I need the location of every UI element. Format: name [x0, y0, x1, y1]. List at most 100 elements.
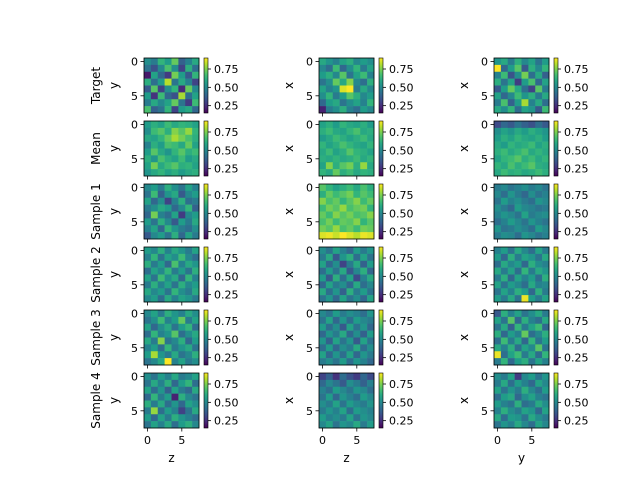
heatmap-cell — [346, 316, 354, 325]
heatmap-cell — [507, 184, 515, 192]
heatmap-cell — [521, 64, 529, 73]
heatmap-cell — [319, 211, 327, 219]
heatmap-cell — [325, 274, 334, 282]
y-tick-label: 0 — [306, 244, 313, 257]
heatmap-cell — [360, 106, 368, 114]
heatmap-cell — [367, 310, 375, 318]
heatmap-cell — [157, 407, 165, 415]
y-tick-label: 0 — [481, 244, 488, 257]
heatmap-cell — [185, 414, 193, 422]
heatmap-cell — [353, 141, 361, 149]
heatmap-cell — [542, 253, 550, 262]
x-tick-label: 5 — [353, 434, 360, 447]
heatmap-cell — [535, 337, 543, 345]
heatmap-cell — [360, 253, 368, 262]
heatmap-cell — [332, 155, 340, 163]
heatmap-cell — [319, 316, 327, 325]
heatmap-cell — [494, 218, 502, 226]
heatmap-cell — [542, 323, 550, 331]
heatmap-cell — [332, 141, 340, 149]
heatmap-cell — [528, 310, 536, 318]
y-axis-label: x — [457, 145, 471, 152]
heatmap-cell — [528, 323, 536, 331]
heatmap-cell — [500, 393, 509, 401]
heatmap-cell — [500, 386, 509, 394]
heatmap-cell — [178, 127, 186, 136]
colorbar-tick-label: 0.25 — [389, 100, 414, 113]
heatmap-cell — [150, 92, 159, 100]
heatmap-cell — [521, 267, 529, 275]
heatmap-cell — [332, 218, 340, 226]
heatmap-cell — [164, 421, 172, 429]
heatmap-cell — [367, 393, 375, 401]
heatmap-cell — [514, 295, 522, 303]
heatmap-cell — [535, 85, 543, 93]
heatmap-cell — [494, 295, 502, 303]
heatmap-cell — [164, 379, 172, 388]
heatmap-cell — [346, 169, 354, 177]
heatmap-cell — [360, 414, 368, 422]
heatmap-cell — [542, 78, 550, 86]
heatmap-cell — [367, 127, 375, 136]
heatmap-cell — [192, 184, 200, 192]
heatmap-cell — [542, 407, 550, 415]
heatmap-cell — [514, 218, 522, 226]
heatmap-cell — [157, 190, 165, 199]
heatmap-cell — [150, 358, 159, 366]
heatmap-cell — [325, 155, 334, 163]
heatmap-cell — [514, 225, 522, 233]
heatmap-cell — [150, 232, 159, 240]
heatmap-cell — [319, 99, 327, 107]
heatmap-cell — [514, 211, 522, 219]
heatmap-cell — [325, 351, 334, 359]
heatmap-cell — [185, 316, 193, 325]
heatmap-cell — [192, 407, 200, 415]
heatmap-cell — [367, 78, 375, 86]
heatmap-cell — [192, 162, 200, 170]
heatmap-cell — [542, 127, 550, 136]
heatmap-cell — [542, 85, 550, 93]
y-tick-label: 5 — [306, 342, 313, 355]
heatmap-cell — [353, 407, 361, 415]
x-tick-label: 0 — [494, 434, 501, 447]
heatmap-cell — [514, 99, 522, 107]
heatmap-cell — [171, 134, 179, 142]
heatmap-cell — [528, 421, 536, 429]
heatmap-cell — [150, 386, 159, 394]
heatmap-cell — [542, 288, 550, 296]
heatmap-cell — [353, 351, 361, 359]
heatmap-cell — [521, 379, 529, 388]
heatmap-cell — [325, 58, 334, 66]
heatmap-cell — [171, 253, 179, 262]
y-tick-label: 0 — [131, 244, 138, 257]
heatmap-cell — [507, 85, 515, 93]
heatmap-cell — [185, 232, 193, 240]
colorbar — [203, 57, 209, 114]
x-tick-label: 0 — [319, 434, 326, 447]
heatmap-cell — [192, 323, 200, 331]
panel-frame — [143, 246, 200, 303]
heatmap-cell — [150, 190, 159, 199]
heatmap-cell — [514, 184, 522, 192]
heatmap-cell — [360, 162, 368, 170]
heatmap-cell — [528, 162, 536, 170]
colorbar — [378, 120, 384, 177]
heatmap-cell — [178, 310, 186, 318]
heatmap-cell — [192, 288, 200, 296]
heatmap-cell — [164, 260, 172, 268]
colorbar-tick-label: 0.25 — [214, 100, 239, 113]
heatmap-cell — [346, 134, 354, 142]
heatmap-cell — [542, 330, 550, 338]
heatmap-cell — [542, 121, 550, 129]
heatmap-cell — [514, 344, 522, 352]
heatmap-cell — [157, 295, 165, 303]
heatmap-cell — [360, 400, 368, 408]
heatmap-cell — [353, 373, 361, 381]
heatmap-cell — [164, 267, 172, 275]
heatmap-cell — [521, 386, 529, 394]
heatmap-cell — [346, 197, 354, 205]
heatmap-cell — [514, 71, 522, 79]
heatmap-cell — [542, 190, 550, 199]
heatmap-cell — [494, 393, 502, 401]
heatmap-cell — [494, 358, 502, 366]
